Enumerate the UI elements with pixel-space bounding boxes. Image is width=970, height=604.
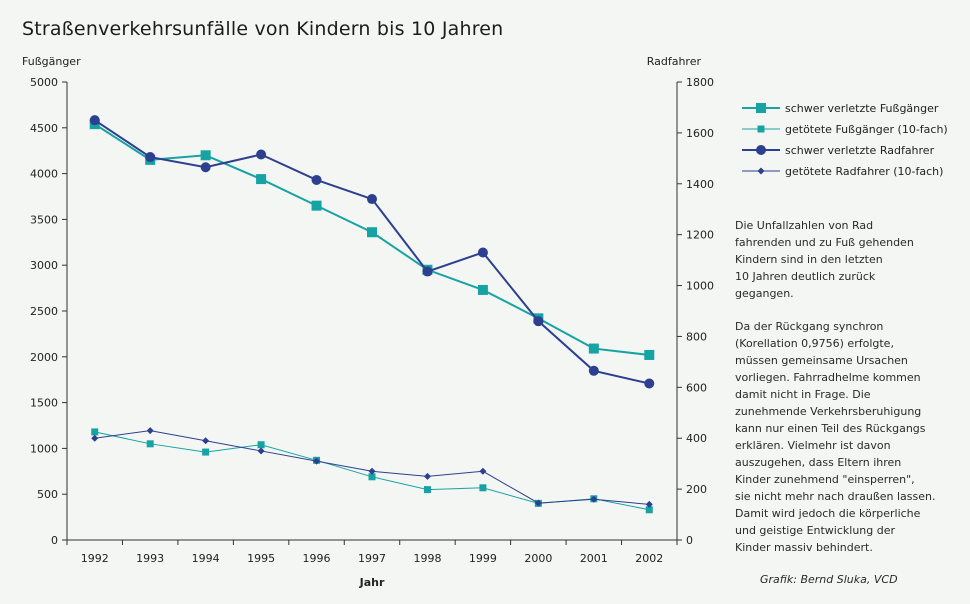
data-point bbox=[479, 467, 487, 475]
legend-item: getötete Radfahrer (10-fach) bbox=[742, 165, 943, 178]
y-left-tick-label: 2500 bbox=[30, 305, 58, 318]
legend: schwer verletzte Fußgänger getötete Fußgä… bbox=[742, 102, 948, 178]
legend-marker bbox=[756, 145, 766, 155]
legend-marker bbox=[757, 167, 765, 175]
data-point bbox=[257, 447, 265, 455]
data-point bbox=[423, 486, 431, 494]
y-left-tick-label: 0 bbox=[51, 534, 58, 547]
data-point bbox=[368, 467, 376, 475]
info-paragraph-1: Die Unfallzahlen von Rad fahrenden und z… bbox=[735, 219, 914, 300]
data-point bbox=[89, 115, 100, 126]
data-point bbox=[91, 428, 99, 436]
series-group bbox=[89, 115, 655, 514]
legend-label: getötete Radfahrer (10-fach) bbox=[785, 165, 943, 178]
x-tick-label: 1998 bbox=[413, 552, 441, 565]
y-axis-right-title: Radfahrer bbox=[647, 55, 702, 68]
data-point bbox=[590, 495, 598, 503]
data-point bbox=[311, 174, 322, 185]
data-point bbox=[202, 437, 210, 445]
y-left-tick-label: 2000 bbox=[30, 351, 58, 364]
data-point bbox=[200, 150, 211, 161]
chart-title: Straßenverkehrsunfälle von Kindern bis 1… bbox=[22, 18, 504, 40]
x-axis-title: Jahr bbox=[359, 576, 385, 589]
y-left-tick-label: 1500 bbox=[30, 397, 58, 410]
legend-item: schwer verletzte Fußgänger bbox=[742, 102, 939, 115]
legend-label: schwer verletzte Radfahrer bbox=[785, 144, 935, 157]
legend-marker bbox=[757, 125, 765, 133]
data-point bbox=[256, 149, 267, 160]
x-tick-label: 2001 bbox=[580, 552, 608, 565]
x-tick-label: 2000 bbox=[524, 552, 552, 565]
series-line bbox=[94, 123, 650, 356]
series-1 bbox=[89, 119, 655, 360]
data-point bbox=[146, 440, 154, 448]
y-right-tick-label: 200 bbox=[686, 483, 707, 496]
data-point bbox=[146, 427, 154, 435]
data-point bbox=[202, 448, 210, 456]
data-point bbox=[145, 152, 156, 163]
series-line bbox=[94, 119, 650, 385]
legend-item: getötete Fußgänger (10-fach) bbox=[742, 123, 948, 136]
data-point bbox=[644, 378, 655, 389]
data-point bbox=[368, 473, 376, 481]
y-right-tick-label: 400 bbox=[686, 432, 707, 445]
data-point bbox=[423, 472, 431, 480]
x-tick-label: 1999 bbox=[469, 552, 497, 565]
y-axis-left-title: Fußgänger bbox=[22, 55, 81, 68]
x-tick-label: 1996 bbox=[303, 552, 331, 565]
data-point bbox=[313, 457, 321, 465]
x-tick-label: 2002 bbox=[635, 552, 663, 565]
y-right-tick-label: 600 bbox=[686, 381, 707, 394]
data-point bbox=[367, 194, 377, 205]
series-4 bbox=[91, 427, 653, 508]
y-right-tick-label: 800 bbox=[686, 330, 707, 343]
y-left-tick-label: 4000 bbox=[30, 168, 58, 181]
data-point bbox=[91, 434, 99, 442]
y-right-tick-label: 0 bbox=[686, 534, 693, 547]
data-point bbox=[588, 343, 599, 354]
credit-text: Grafik: Bernd Sluka, VCD bbox=[760, 573, 898, 586]
data-point bbox=[200, 162, 211, 173]
x-tick-label: 1992 bbox=[81, 552, 109, 565]
series-line bbox=[94, 430, 650, 505]
y-right-tick-label: 1800 bbox=[686, 76, 714, 89]
y-left-tick-label: 1000 bbox=[30, 442, 58, 455]
data-point bbox=[479, 484, 487, 492]
data-point bbox=[422, 266, 433, 277]
legend-item: schwer verletzte Radfahrer bbox=[742, 144, 935, 157]
data-point bbox=[257, 441, 265, 449]
legend-label: getötete Fußgänger (10-fach) bbox=[785, 123, 948, 136]
data-point bbox=[311, 200, 322, 211]
data-point bbox=[644, 349, 655, 360]
x-tick-label: 1993 bbox=[136, 552, 164, 565]
data-point bbox=[256, 174, 267, 185]
x-tick-label: 1994 bbox=[192, 552, 220, 565]
data-point bbox=[533, 316, 544, 327]
y-left-tick-label: 5000 bbox=[30, 76, 58, 89]
legend-marker bbox=[756, 103, 766, 113]
y-right-tick-label: 1400 bbox=[686, 178, 714, 191]
data-point bbox=[534, 499, 542, 507]
axes: 0500100015002000250030003500400045005000… bbox=[22, 55, 714, 589]
data-point bbox=[477, 284, 488, 295]
y-right-tick-label: 1000 bbox=[686, 280, 714, 293]
info-paragraph-2: Da der Rückgang synchron (Korellation 0,… bbox=[735, 320, 936, 554]
y-left-tick-label: 500 bbox=[37, 488, 58, 501]
y-right-tick-label: 1200 bbox=[686, 229, 714, 242]
y-left-tick-label: 4500 bbox=[30, 122, 58, 135]
x-tick-label: 1997 bbox=[358, 552, 386, 565]
y-right-tick-label: 1600 bbox=[686, 127, 714, 140]
y-left-tick-label: 3500 bbox=[30, 213, 58, 226]
y-left-tick-label: 3000 bbox=[30, 259, 58, 272]
data-point bbox=[367, 227, 377, 238]
data-point bbox=[645, 500, 653, 508]
data-point bbox=[477, 247, 488, 258]
data-point bbox=[645, 506, 653, 514]
x-tick-label: 1995 bbox=[247, 552, 275, 565]
data-point bbox=[588, 365, 599, 376]
legend-label: schwer verletzte Fußgänger bbox=[785, 102, 939, 115]
info-text: Die Unfallzahlen von Rad fahrenden und z… bbox=[735, 217, 960, 572]
series-3 bbox=[89, 115, 655, 389]
